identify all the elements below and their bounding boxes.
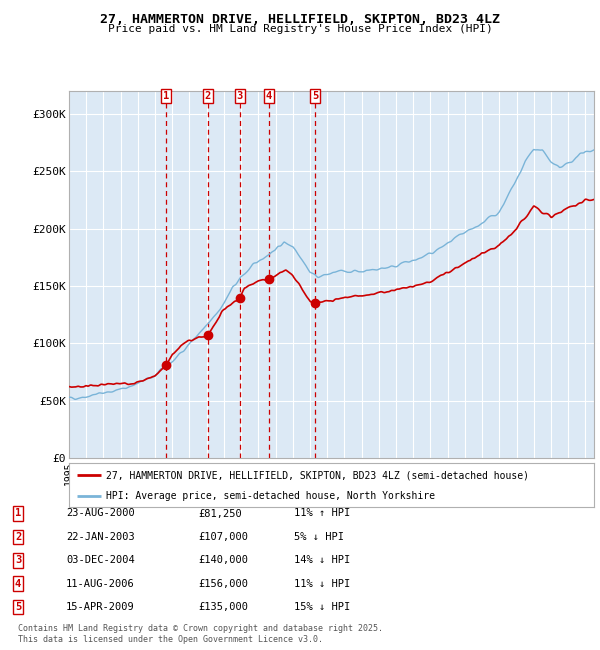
Text: 4: 4 (15, 578, 21, 589)
Text: 15-APR-2009: 15-APR-2009 (66, 602, 135, 612)
Text: 5: 5 (312, 91, 318, 101)
Text: Contains HM Land Registry data © Crown copyright and database right 2025.
This d: Contains HM Land Registry data © Crown c… (18, 624, 383, 644)
Text: 11% ↑ HPI: 11% ↑ HPI (294, 508, 350, 519)
Text: 3: 3 (236, 91, 243, 101)
Text: 11% ↓ HPI: 11% ↓ HPI (294, 578, 350, 589)
Text: 27, HAMMERTON DRIVE, HELLIFIELD, SKIPTON, BD23 4LZ (semi-detached house): 27, HAMMERTON DRIVE, HELLIFIELD, SKIPTON… (106, 470, 529, 480)
Text: 03-DEC-2004: 03-DEC-2004 (66, 555, 135, 566)
Text: 5% ↓ HPI: 5% ↓ HPI (294, 532, 344, 542)
Text: 3: 3 (15, 555, 21, 566)
Text: £81,250: £81,250 (198, 508, 242, 519)
Text: 11-AUG-2006: 11-AUG-2006 (66, 578, 135, 589)
Text: £107,000: £107,000 (198, 532, 248, 542)
Text: £156,000: £156,000 (198, 578, 248, 589)
Text: 2: 2 (205, 91, 211, 101)
Text: 14% ↓ HPI: 14% ↓ HPI (294, 555, 350, 566)
Text: Price paid vs. HM Land Registry's House Price Index (HPI): Price paid vs. HM Land Registry's House … (107, 24, 493, 34)
Text: 4: 4 (266, 91, 272, 101)
Text: 22-JAN-2003: 22-JAN-2003 (66, 532, 135, 542)
Text: 23-AUG-2000: 23-AUG-2000 (66, 508, 135, 519)
Text: 1: 1 (15, 508, 21, 519)
Text: 5: 5 (15, 602, 21, 612)
Text: £135,000: £135,000 (198, 602, 248, 612)
Text: 27, HAMMERTON DRIVE, HELLIFIELD, SKIPTON, BD23 4LZ: 27, HAMMERTON DRIVE, HELLIFIELD, SKIPTON… (100, 13, 500, 26)
Text: HPI: Average price, semi-detached house, North Yorkshire: HPI: Average price, semi-detached house,… (106, 491, 435, 501)
Text: 2: 2 (15, 532, 21, 542)
Text: £140,000: £140,000 (198, 555, 248, 566)
Text: 1: 1 (163, 91, 169, 101)
Text: 15% ↓ HPI: 15% ↓ HPI (294, 602, 350, 612)
